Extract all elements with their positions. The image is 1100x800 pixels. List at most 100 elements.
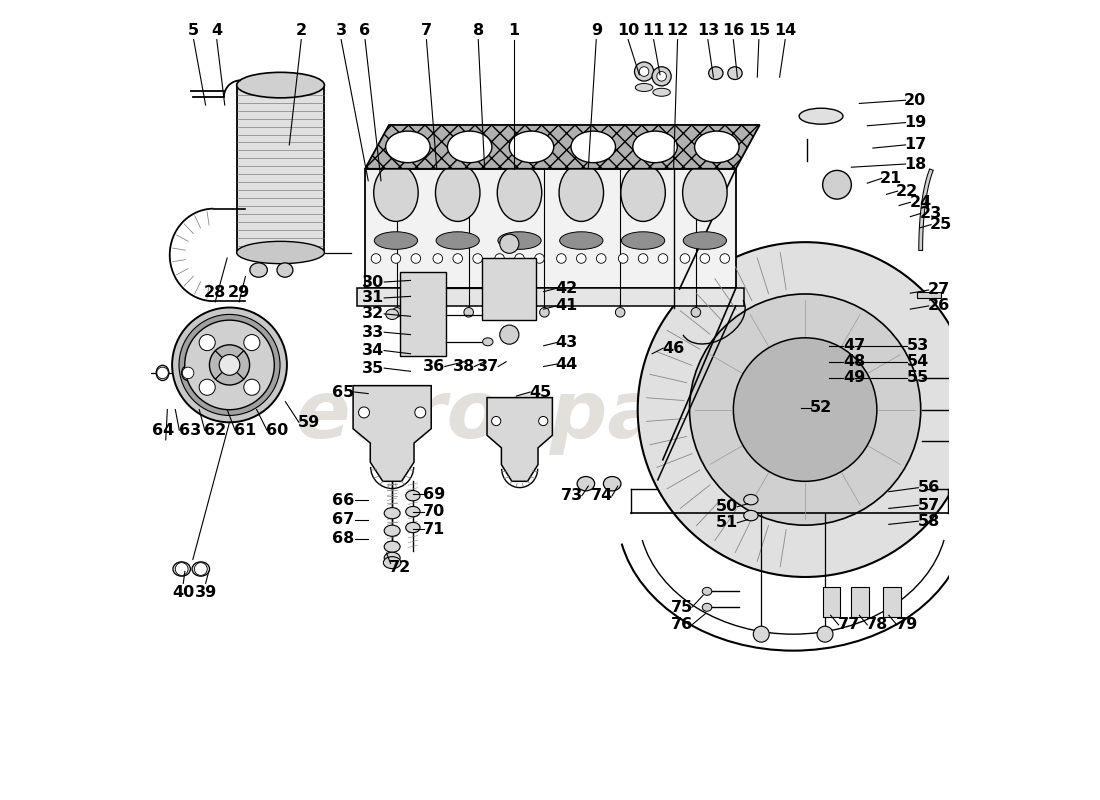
Text: 71: 71 [424,522,446,537]
Circle shape [615,307,625,317]
Text: 68: 68 [331,531,354,546]
Text: 52: 52 [810,401,833,415]
Text: 55: 55 [908,370,930,385]
Text: 3: 3 [336,22,346,38]
Text: 23: 23 [920,206,943,221]
Bar [482,258,537,320]
Ellipse shape [173,562,190,576]
Text: 57: 57 [917,498,939,513]
Ellipse shape [498,232,541,250]
Ellipse shape [384,552,400,563]
Text: 74: 74 [591,488,613,503]
Text: 64: 64 [152,422,175,438]
Text: 22: 22 [896,184,918,198]
Text: 43: 43 [554,335,578,350]
Ellipse shape [406,522,420,533]
Bar [236,85,324,253]
Text: 66: 66 [331,493,354,508]
Ellipse shape [192,562,210,576]
Text: 39: 39 [195,586,217,601]
Text: 65: 65 [331,385,354,399]
Ellipse shape [652,88,670,96]
Text: 75: 75 [670,600,693,614]
Circle shape [157,367,168,378]
Text: 24: 24 [910,194,932,210]
Ellipse shape [604,477,622,491]
Ellipse shape [277,263,293,278]
Text: 12: 12 [667,22,689,38]
Text: 69: 69 [424,486,446,502]
Polygon shape [365,125,760,169]
Circle shape [690,294,921,525]
Text: 50: 50 [716,499,738,514]
Text: 11: 11 [642,22,664,38]
Circle shape [473,254,483,263]
Circle shape [183,367,194,378]
Circle shape [618,254,628,263]
Text: 60: 60 [266,422,288,438]
Polygon shape [916,291,940,298]
Ellipse shape [636,83,652,91]
Text: 17: 17 [904,138,926,152]
Text: 72: 72 [389,560,411,575]
Ellipse shape [578,477,595,491]
Text: 49: 49 [844,370,866,385]
Text: 6: 6 [360,22,371,38]
Text: 47: 47 [844,338,866,354]
Bar [400,273,447,356]
Text: 28: 28 [204,285,227,300]
Text: 31: 31 [362,290,384,306]
Ellipse shape [250,263,267,278]
Ellipse shape [509,131,553,162]
Ellipse shape [483,338,493,346]
Text: 46: 46 [662,341,684,356]
Text: 73: 73 [561,488,583,503]
Text: 70: 70 [424,504,446,519]
Circle shape [495,254,505,263]
Ellipse shape [683,232,726,250]
Circle shape [817,626,833,642]
Bar [883,586,901,617]
Text: 37: 37 [476,359,499,374]
Ellipse shape [799,108,843,124]
Circle shape [657,71,667,81]
Circle shape [433,254,442,263]
Circle shape [700,254,710,263]
Ellipse shape [436,164,480,222]
Text: 4: 4 [211,22,222,38]
Ellipse shape [236,72,324,98]
Circle shape [535,254,544,263]
Ellipse shape [384,508,400,518]
Text: 56: 56 [917,480,939,495]
Ellipse shape [199,379,216,395]
Circle shape [652,66,671,86]
Text: 58: 58 [917,514,939,529]
Text: 5: 5 [188,22,199,38]
Circle shape [453,254,462,263]
Ellipse shape [632,131,678,162]
Circle shape [411,254,420,263]
Ellipse shape [244,334,260,350]
Ellipse shape [694,131,739,162]
Circle shape [823,170,851,199]
Text: 21: 21 [880,171,902,186]
Circle shape [359,407,370,418]
Text: 51: 51 [716,515,738,530]
Circle shape [109,365,124,381]
Polygon shape [487,398,552,482]
Circle shape [576,254,586,263]
Ellipse shape [559,164,604,222]
Ellipse shape [683,164,727,222]
Ellipse shape [108,362,125,383]
Text: 27: 27 [928,282,950,298]
Text: 44: 44 [554,357,578,372]
Circle shape [415,407,426,418]
Ellipse shape [156,366,169,381]
Ellipse shape [483,310,493,318]
Circle shape [557,254,566,263]
Circle shape [720,254,729,263]
Text: 38: 38 [453,359,475,374]
Circle shape [371,254,381,263]
Ellipse shape [620,164,666,222]
Text: 45: 45 [529,385,551,399]
